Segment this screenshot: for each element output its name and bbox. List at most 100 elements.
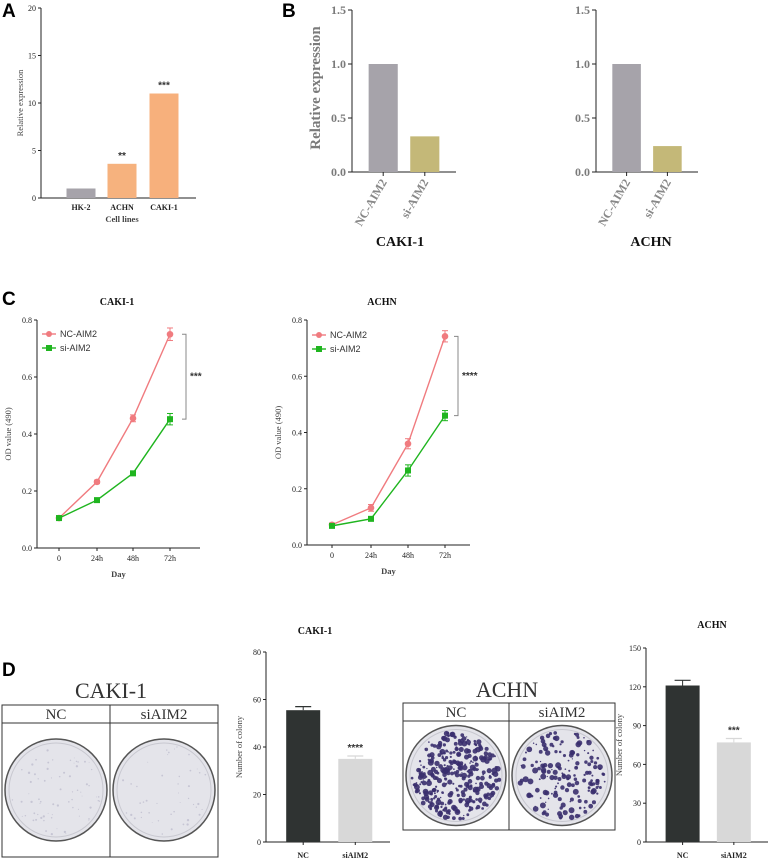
- colony-dot: [595, 778, 600, 783]
- colony-dot: [429, 807, 433, 811]
- bar-siaim2: [338, 758, 373, 842]
- colony-dot: [439, 814, 442, 818]
- colony-dot: [526, 792, 532, 799]
- legend-marker: [316, 332, 322, 338]
- colony-dot: [522, 757, 527, 762]
- colony-dot: [50, 833, 53, 836]
- x-tick-label: 24h: [365, 551, 377, 560]
- chart-title: CAKI-1: [298, 626, 332, 637]
- colony-dot: [444, 755, 449, 760]
- colony-dot: [51, 814, 53, 816]
- data-point-si: [167, 416, 173, 423]
- colony-dot: [46, 749, 49, 752]
- colony-dot: [568, 814, 575, 821]
- significance-label: ****: [462, 371, 478, 382]
- bar-si-aim2: [410, 136, 440, 172]
- colony-dot: [532, 806, 539, 812]
- colony-dot: [568, 807, 575, 814]
- chart-a-relative-expression: 0 5 10 15 20 HK-2 ACHN ** CAKI-1 *** Cell lines Rel…: [15, 4, 196, 224]
- colony-dot: [554, 750, 558, 754]
- y-tick-label: 20: [253, 791, 261, 800]
- colony-dot: [472, 755, 479, 762]
- colony-dot: [557, 797, 562, 802]
- colony-dot: [170, 813, 172, 816]
- legend-label: si-AIM2: [330, 344, 361, 354]
- colony-dot: [458, 816, 463, 821]
- colony-dot: [75, 765, 79, 768]
- colony-dot: [447, 799, 453, 804]
- colony-dot: [157, 820, 160, 822]
- colony-dot: [449, 761, 454, 766]
- y-tick-label: 10: [28, 99, 36, 108]
- colony-dot: [443, 769, 448, 774]
- colony-dot: [488, 775, 492, 779]
- series-line-nc-aim2: [58, 333, 171, 519]
- y-tick-label: 30: [633, 799, 641, 808]
- colony-dot: [176, 746, 178, 748]
- series-line-nc-aim2: [331, 336, 446, 526]
- colony-dot: [575, 732, 580, 737]
- colony-dot: [591, 782, 596, 786]
- y-tick-label: 120: [629, 683, 641, 692]
- significance-label: ****: [347, 743, 363, 754]
- colony-dot: [562, 810, 568, 816]
- y-tick-label: 90: [633, 722, 641, 731]
- legend-label: NC-AIM2: [60, 329, 97, 339]
- colony-photo-achn: ACHN NC siAIM2: [402, 677, 616, 831]
- colony-dot: [140, 811, 143, 814]
- series-line-si-aim2: [58, 418, 171, 519]
- data-point-nc: [129, 415, 137, 422]
- legend-marker: [46, 331, 52, 337]
- series-line-si-aim2: [331, 415, 446, 527]
- colony-dot: [491, 772, 495, 776]
- chart-b-caki1: 0.0 0.5 1.0 1.5 NC-AIM2 si-AIM2 CAKI-1 Relative…: [308, 3, 456, 250]
- colony-dot: [587, 752, 590, 755]
- colony-dot: [589, 755, 594, 760]
- colony-dot: [56, 828, 58, 830]
- colony-dot: [539, 760, 542, 763]
- colony-dot: [466, 813, 470, 817]
- colony-dot: [445, 810, 450, 815]
- colony-dot: [559, 816, 562, 820]
- y-tick-label: 15: [28, 52, 36, 61]
- colony-dot: [559, 806, 563, 810]
- colony-dot: [553, 731, 558, 735]
- colony-dot: [461, 736, 467, 742]
- colony-dot: [456, 793, 460, 798]
- colony-dot: [591, 788, 597, 794]
- colony-dot: [557, 782, 559, 785]
- colony-dot: [462, 798, 466, 801]
- photo-label-nc: NC: [446, 705, 467, 721]
- colony-dot: [560, 740, 564, 744]
- colony-dot: [475, 768, 479, 772]
- colony-dot: [433, 769, 439, 775]
- colony-dot: [441, 782, 447, 788]
- data-point-nc: [404, 440, 412, 448]
- colony-dot: [71, 791, 74, 793]
- colony-dot: [33, 773, 36, 776]
- y-tick-label: 1.5: [331, 3, 346, 17]
- colony-dot: [39, 802, 41, 804]
- colony-dot: [204, 773, 207, 776]
- colony-dot: [544, 750, 551, 756]
- colony-dot: [445, 749, 449, 753]
- y-tick-label: 0.6: [292, 372, 302, 381]
- colony-dot: [189, 769, 192, 772]
- colony-dot: [583, 806, 586, 809]
- colony-dot: [517, 780, 523, 786]
- colony-dot: [435, 799, 442, 806]
- colony-dot: [39, 800, 42, 803]
- colony-dot: [452, 750, 456, 754]
- data-point-nc: [367, 504, 375, 512]
- colony-dot: [475, 775, 481, 781]
- colony-dot: [427, 778, 431, 782]
- colony-dot: [438, 811, 443, 816]
- chart-title: ACHN: [367, 297, 397, 308]
- colony-dot: [454, 772, 460, 778]
- data-point-si: [130, 470, 136, 477]
- colony-dot: [151, 822, 153, 823]
- colony-dot: [535, 743, 538, 746]
- legend-marker: [316, 346, 322, 352]
- y-tick-label: 60: [253, 696, 261, 705]
- colony-dot: [432, 744, 437, 748]
